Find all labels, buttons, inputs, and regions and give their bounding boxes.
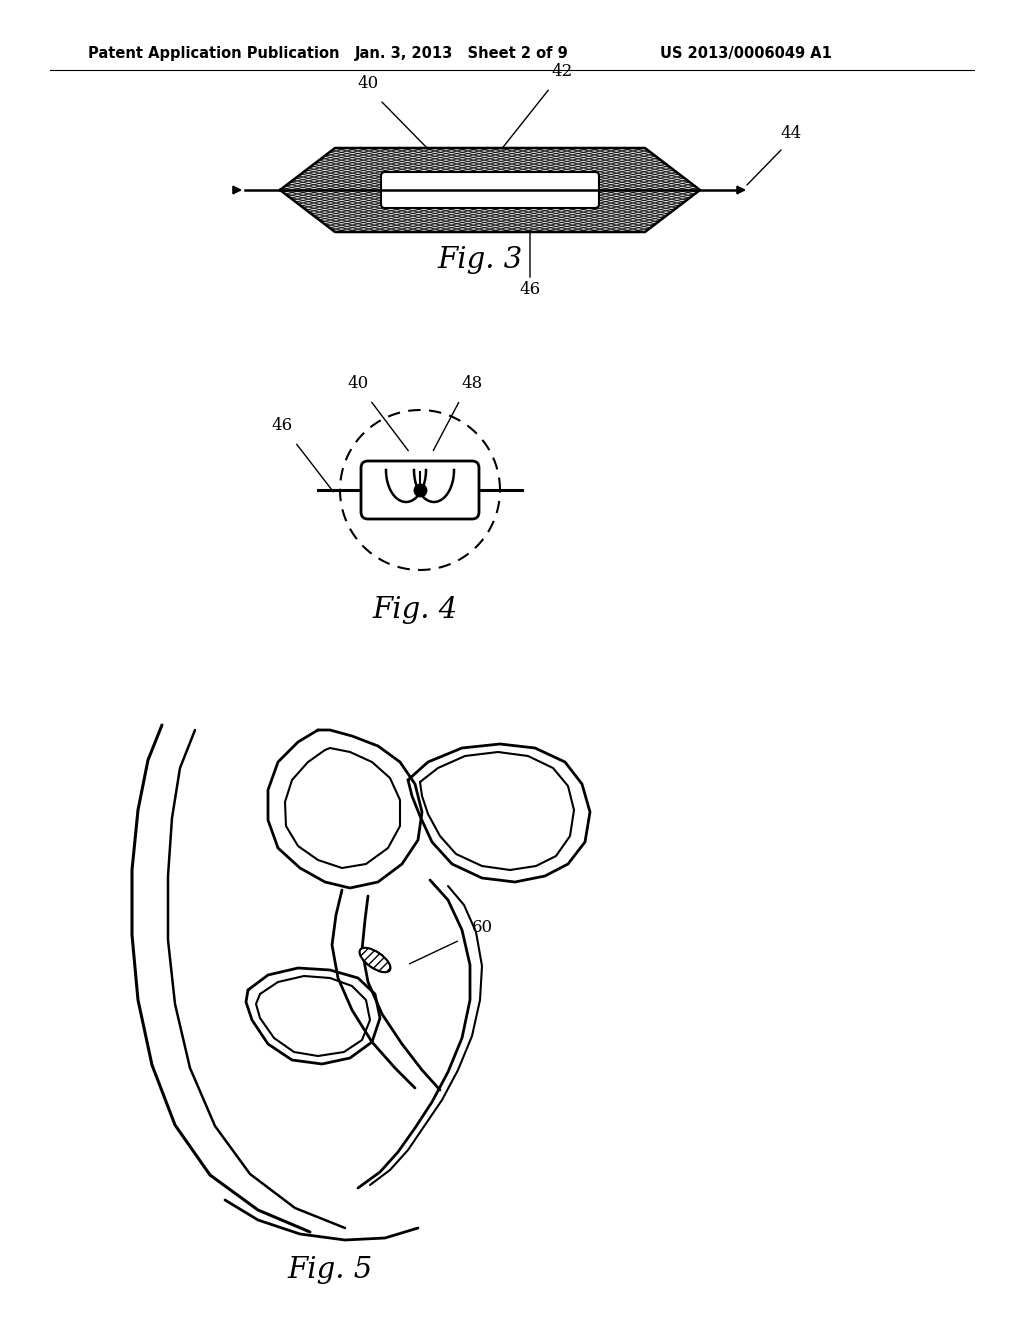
Text: 40: 40 — [357, 75, 379, 92]
Text: 60: 60 — [472, 919, 494, 936]
Text: 42: 42 — [551, 63, 572, 81]
Text: Fig. 5: Fig. 5 — [288, 1257, 373, 1284]
Ellipse shape — [359, 948, 390, 973]
Text: 46: 46 — [271, 417, 293, 434]
Text: Patent Application Publication: Patent Application Publication — [88, 46, 340, 61]
Text: Jan. 3, 2013   Sheet 2 of 9: Jan. 3, 2013 Sheet 2 of 9 — [355, 46, 568, 61]
FancyBboxPatch shape — [381, 172, 599, 209]
Text: Fig. 3: Fig. 3 — [437, 246, 522, 275]
Text: US 2013/0006049 A1: US 2013/0006049 A1 — [660, 46, 831, 61]
FancyBboxPatch shape — [361, 461, 479, 519]
Text: Fig. 4: Fig. 4 — [373, 597, 458, 624]
Text: 46: 46 — [519, 281, 541, 298]
Text: 44: 44 — [780, 125, 802, 143]
Polygon shape — [280, 148, 700, 232]
Text: 48: 48 — [462, 375, 482, 392]
Text: 40: 40 — [347, 375, 369, 392]
